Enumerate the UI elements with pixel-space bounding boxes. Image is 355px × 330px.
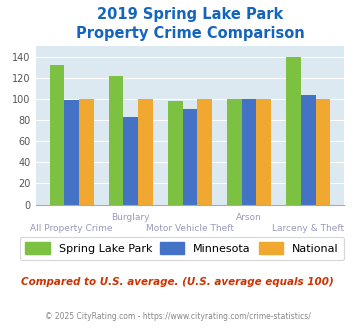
Text: Burglary: Burglary bbox=[111, 213, 150, 222]
Bar bbox=[227, 99, 242, 205]
Bar bbox=[301, 95, 316, 205]
Text: All Property Crime: All Property Crime bbox=[31, 224, 113, 233]
Text: Larceny & Theft: Larceny & Theft bbox=[272, 224, 344, 233]
Text: © 2025 CityRating.com - https://www.cityrating.com/crime-statistics/: © 2025 CityRating.com - https://www.city… bbox=[45, 312, 310, 321]
Text: Arson: Arson bbox=[236, 213, 262, 222]
Bar bbox=[50, 65, 64, 205]
Bar bbox=[182, 109, 197, 205]
Bar bbox=[138, 99, 153, 205]
Bar bbox=[64, 100, 79, 205]
Bar bbox=[109, 76, 124, 205]
Bar bbox=[124, 117, 138, 205]
Bar bbox=[316, 99, 330, 205]
Bar bbox=[256, 99, 271, 205]
Title: 2019 Spring Lake Park
Property Crime Comparison: 2019 Spring Lake Park Property Crime Com… bbox=[76, 7, 304, 41]
Bar bbox=[197, 99, 212, 205]
Text: Compared to U.S. average. (U.S. average equals 100): Compared to U.S. average. (U.S. average … bbox=[21, 277, 334, 287]
Legend: Spring Lake Park, Minnesota, National: Spring Lake Park, Minnesota, National bbox=[20, 237, 344, 260]
Bar bbox=[286, 57, 301, 205]
Bar bbox=[242, 99, 256, 205]
Bar bbox=[168, 101, 182, 205]
Bar bbox=[79, 99, 94, 205]
Text: Motor Vehicle Theft: Motor Vehicle Theft bbox=[146, 224, 234, 233]
